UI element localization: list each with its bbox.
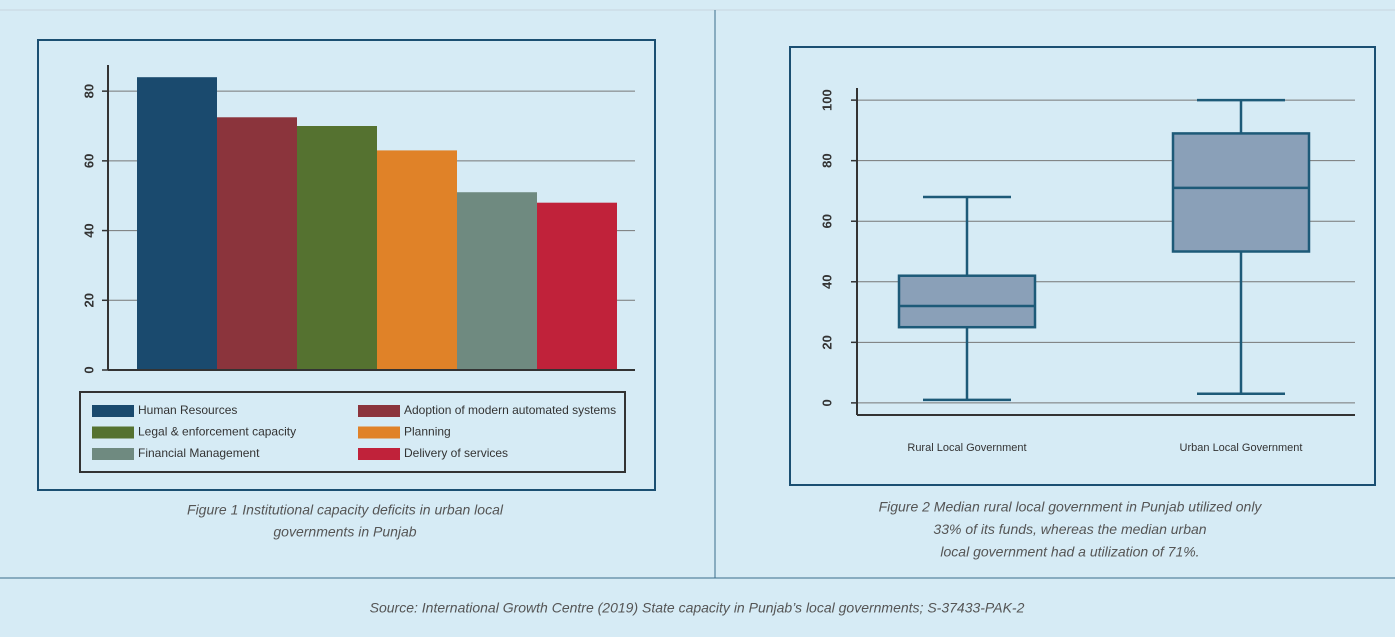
legend-swatch (92, 405, 134, 417)
y-tick-label: 40 (81, 223, 96, 237)
y-tick-label: 60 (81, 154, 96, 168)
source: Source: International Growth Centre (201… (370, 600, 1025, 616)
caption: governments in Punjab (273, 524, 416, 540)
bar (217, 117, 297, 371)
caption: 33% of its funds, whereas the median urb… (933, 521, 1206, 537)
legend-swatch (92, 448, 134, 460)
y-tick-label: 0 (819, 399, 834, 406)
y-tick-label: 80 (81, 84, 96, 98)
caption: Figure 2 Median rural local government i… (879, 499, 1263, 515)
legend-label: Planning (404, 425, 451, 439)
y-tick-label: 20 (81, 293, 96, 307)
caption: Figure 1 Institutional capacity deficits… (187, 502, 504, 518)
caption: local government had a utilization of 71… (940, 544, 1199, 560)
y-tick-label: 100 (819, 89, 834, 111)
bar (537, 202, 617, 370)
y-tick-label: 20 (819, 335, 834, 349)
legend-swatch (92, 426, 134, 439)
y-tick-label: 80 (819, 153, 834, 167)
y-tick-label: 40 (819, 275, 834, 289)
chart-frame (789, 46, 1376, 486)
y-tick-label: 60 (819, 214, 834, 228)
legend-label: Adoption of modern automated systems (404, 403, 616, 417)
bar (457, 192, 537, 370)
legend-swatch (358, 448, 400, 460)
legend-label: Legal & enforcement capacity (138, 425, 296, 439)
chart-frame (37, 39, 656, 491)
y-tick-label: 0 (81, 366, 96, 373)
legend-frame (79, 391, 626, 473)
box (1171, 132, 1311, 253)
box (897, 274, 1037, 329)
bar (297, 126, 377, 370)
bar (377, 150, 457, 370)
legend-swatch (358, 426, 400, 439)
legend-label: Financial Management (138, 446, 260, 460)
bar (137, 77, 217, 370)
x-tick-label: Rural Local Government (907, 442, 1026, 454)
legend-label: Delivery of services (404, 446, 508, 460)
x-tick-label: Urban Local Government (1180, 442, 1303, 454)
legend-label: Human Resources (138, 403, 237, 417)
legend-swatch (358, 405, 400, 417)
